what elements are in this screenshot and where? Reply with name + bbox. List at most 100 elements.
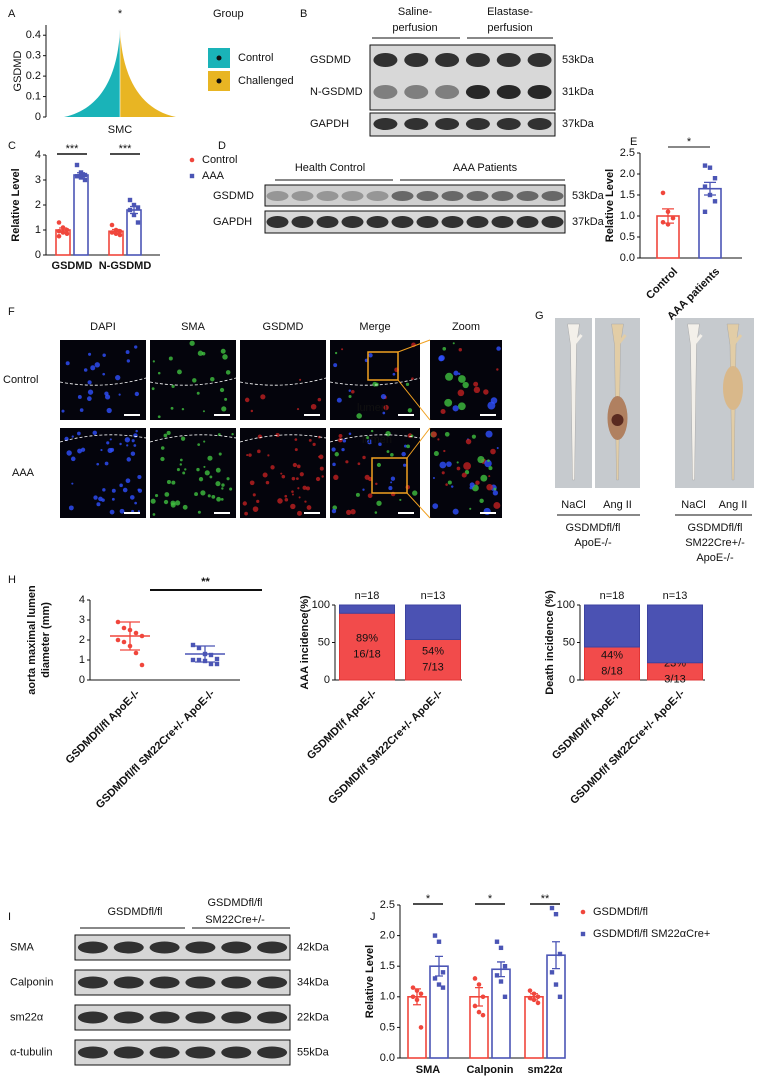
blot-band: [221, 1046, 252, 1059]
aorta-branch: [692, 334, 703, 346]
significance: *: [118, 8, 123, 20]
y-tick-label: 0.1: [26, 90, 41, 102]
panel-label: G: [535, 310, 544, 322]
blot-band: [491, 191, 514, 201]
data-point: [414, 997, 420, 1003]
size-label: 37kDa: [572, 216, 605, 228]
significance: ***: [66, 143, 80, 155]
data-point: [580, 909, 586, 915]
stain-dot: [475, 480, 480, 485]
y-tick-label: 0: [324, 674, 330, 686]
stain-dot: [248, 453, 252, 457]
stain-dot: [257, 449, 261, 454]
data-point: [707, 192, 713, 198]
genotype-label: ApoE-/-: [574, 537, 612, 549]
bar-segment: [405, 604, 461, 640]
blot-band: [77, 1046, 108, 1059]
stain-dot: [432, 477, 435, 480]
stain-dot: [281, 474, 286, 479]
stain-dot: [348, 432, 352, 436]
stain-dot: [134, 345, 138, 349]
stain-dot: [445, 483, 448, 486]
data-point: [189, 173, 195, 179]
y-tick-label: 1.5: [380, 960, 395, 972]
stain-dot: [461, 472, 467, 478]
blot-band: [527, 118, 552, 130]
stain-dot: [411, 377, 414, 381]
row-label: Control: [3, 374, 38, 386]
panel-label: A: [8, 8, 16, 20]
stain-dot: [334, 452, 339, 457]
stain-dot: [296, 408, 300, 411]
data-point: [190, 657, 196, 663]
stain-dot: [197, 510, 201, 514]
data-point: [535, 994, 541, 1000]
stain-dot: [196, 391, 200, 395]
stain-dot: [437, 438, 440, 441]
stain-dot: [152, 513, 156, 516]
data-point: [480, 1012, 486, 1018]
genotype-label: GSDMDfl/fl: [566, 522, 621, 534]
data-point: [139, 662, 145, 668]
data-point: [476, 1009, 482, 1015]
stain-dot: [444, 431, 450, 437]
stain-dot: [249, 480, 255, 486]
scale-bar: [214, 512, 230, 514]
y-tick-label: 0: [35, 111, 41, 123]
genotype-label: SM22Cre+/-: [685, 537, 745, 549]
stain-dot: [457, 402, 466, 411]
stain-dot: [457, 389, 465, 397]
stain-dot: [96, 462, 100, 466]
stain-dot: [299, 378, 302, 381]
stain-dot: [122, 487, 128, 493]
stain-dot: [126, 444, 129, 447]
stain-dot: [126, 457, 131, 462]
y-tick-label: 0.3: [26, 50, 41, 62]
stain-dot: [166, 480, 172, 485]
column-label: SMA: [181, 321, 206, 333]
row-label: GAPDH: [310, 118, 349, 130]
stain-dot: [90, 365, 96, 371]
stain-dot: [77, 431, 81, 436]
stain-dot: [405, 382, 410, 386]
group-label: SM22Cre+/-: [205, 914, 265, 926]
stain-dot: [221, 483, 225, 487]
legend-dot: [216, 55, 222, 61]
blot-band: [516, 191, 539, 201]
blot-band: [113, 1011, 144, 1024]
stain-dot: [179, 463, 183, 466]
stain-dot: [452, 342, 455, 345]
group-label: perfusion: [487, 22, 532, 34]
stain-dot: [458, 372, 461, 375]
data-point: [418, 991, 424, 997]
y-tick-label: 1.0: [620, 210, 635, 222]
stain-dot: [284, 494, 288, 498]
stain-dot: [135, 429, 138, 433]
stain-dot: [102, 353, 106, 357]
stain-dot: [390, 481, 393, 484]
data-point: [190, 642, 196, 648]
blot: [264, 210, 566, 234]
significance: **: [201, 576, 210, 588]
data-point: [531, 997, 537, 1003]
stain-dot: [337, 437, 343, 443]
blot-band: [185, 1046, 216, 1059]
stain-dot: [458, 375, 466, 383]
stain-dot: [166, 430, 171, 436]
blot-band: [527, 53, 552, 67]
size-label: 53kDa: [572, 190, 605, 202]
stain-dot: [277, 498, 283, 504]
data-point: [494, 939, 500, 944]
data-point: [115, 637, 121, 643]
stain-dot: [332, 505, 338, 510]
data-point: [494, 973, 500, 978]
stain-dot: [79, 408, 84, 412]
y-axis-label: Relative Level: [604, 169, 616, 242]
stain-dot: [471, 434, 476, 439]
data-point: [115, 619, 121, 625]
stain-dot: [126, 359, 131, 363]
stain-dot: [131, 439, 135, 443]
stain-dot: [110, 447, 115, 452]
data-point: [712, 199, 718, 204]
data-point: [121, 639, 127, 645]
